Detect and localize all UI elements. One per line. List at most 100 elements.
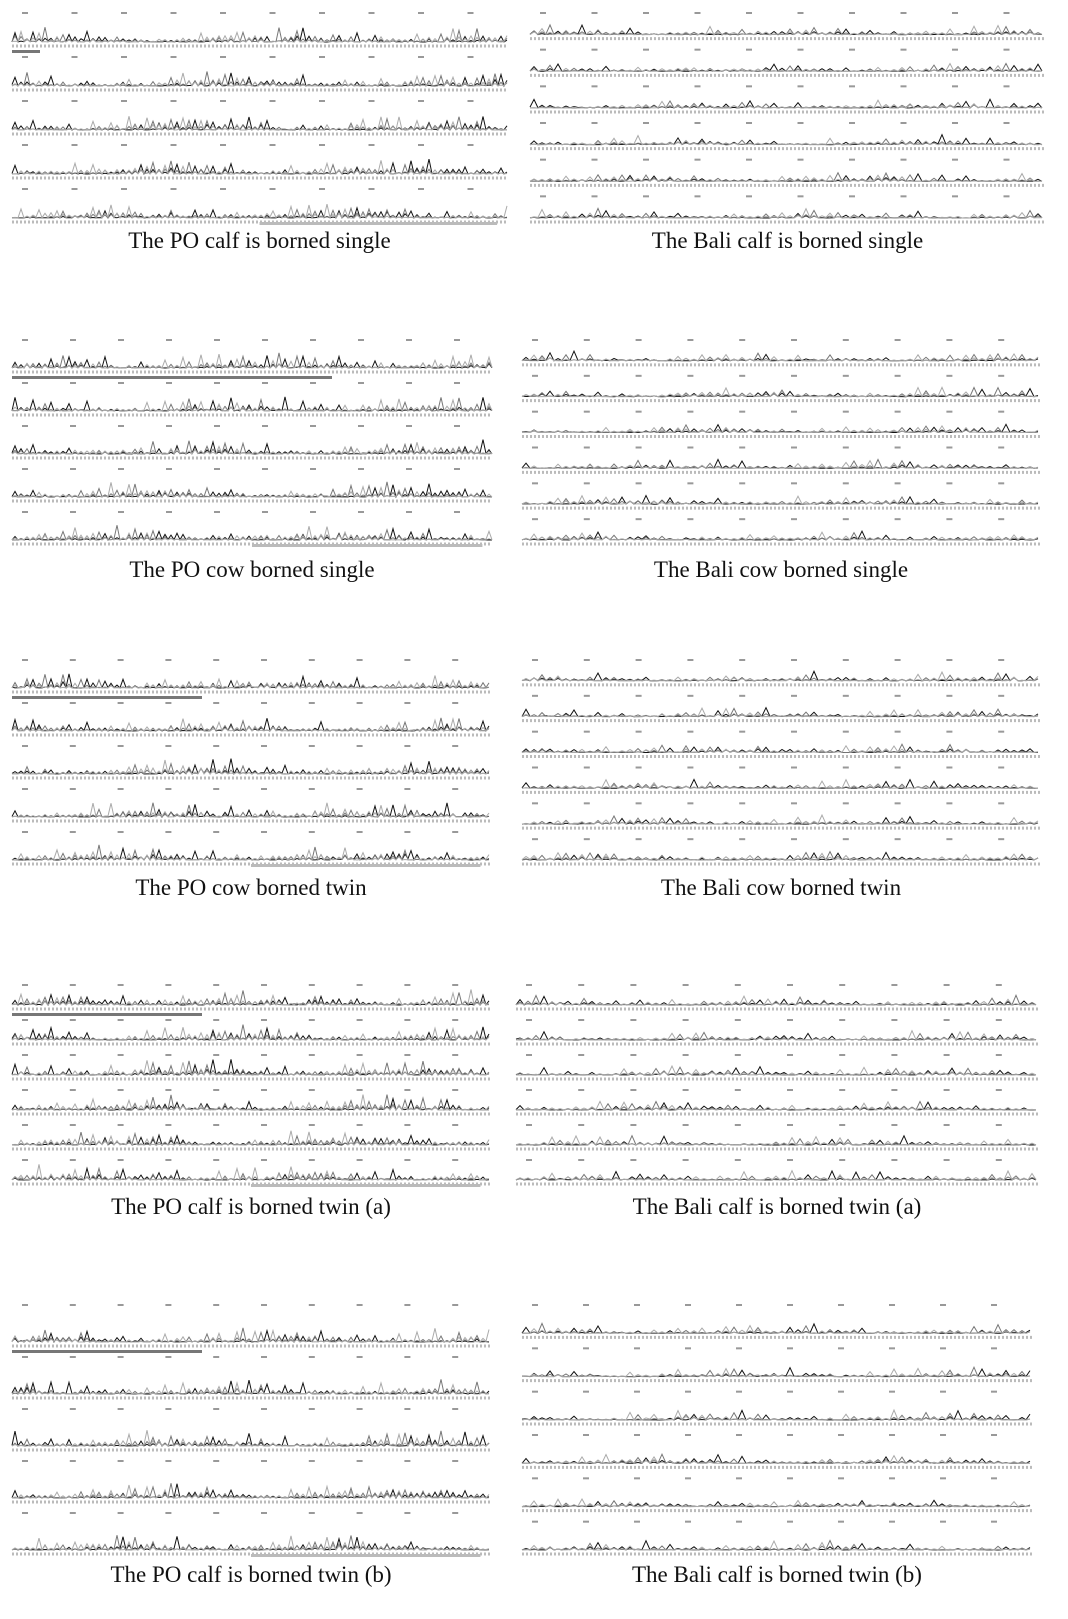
position-tick bbox=[891, 984, 897, 986]
position-tick bbox=[454, 511, 460, 513]
position-tick bbox=[22, 1356, 28, 1358]
caption: The PO calf is borned twin (b) bbox=[110, 1562, 391, 1587]
position-tick bbox=[357, 1089, 363, 1091]
position-tick bbox=[683, 1124, 689, 1126]
caption: The PO calf is borned single bbox=[128, 228, 391, 253]
quality-bar bbox=[12, 1350, 202, 1353]
position-tick bbox=[685, 1521, 691, 1523]
position-tick bbox=[406, 468, 412, 470]
position-tick bbox=[736, 1434, 742, 1436]
position-tick bbox=[636, 731, 642, 733]
position-tick bbox=[358, 425, 364, 427]
position-tick bbox=[22, 659, 28, 661]
position-tick bbox=[952, 195, 958, 197]
position-tick bbox=[791, 767, 797, 769]
position-tick bbox=[309, 745, 315, 747]
position-tick bbox=[165, 1054, 171, 1056]
position-tick bbox=[996, 1054, 1002, 1056]
position-tick bbox=[1004, 49, 1010, 51]
position-tick bbox=[532, 1434, 538, 1436]
position-tick bbox=[787, 1391, 793, 1393]
position-tick bbox=[746, 85, 752, 87]
position-tick bbox=[787, 1019, 793, 1021]
position-tick bbox=[213, 1408, 219, 1410]
position-tick bbox=[532, 838, 538, 840]
position-tick bbox=[22, 1124, 28, 1126]
position-tick bbox=[261, 1460, 267, 1462]
position-tick bbox=[787, 1089, 793, 1091]
position-tick bbox=[889, 1347, 895, 1349]
position-tick bbox=[262, 511, 268, 513]
position-tick bbox=[739, 802, 745, 804]
position-tick bbox=[685, 1434, 691, 1436]
position-tick bbox=[309, 702, 315, 704]
position-tick bbox=[944, 1124, 950, 1126]
position-tick bbox=[404, 702, 410, 704]
trace bbox=[530, 208, 1042, 218]
position-tick bbox=[791, 802, 797, 804]
position-tick bbox=[839, 1019, 845, 1021]
position-tick bbox=[636, 482, 642, 484]
position-tick bbox=[687, 767, 693, 769]
position-tick bbox=[746, 49, 752, 51]
position-tick bbox=[357, 1019, 363, 1021]
position-tick bbox=[358, 511, 364, 513]
position-tick bbox=[309, 1408, 315, 1410]
position-tick bbox=[578, 1159, 584, 1161]
position-tick bbox=[118, 702, 124, 704]
position-tick bbox=[22, 1054, 28, 1056]
position-tick bbox=[636, 767, 642, 769]
position-tick bbox=[165, 745, 171, 747]
position-tick bbox=[735, 984, 741, 986]
position-tick bbox=[118, 659, 124, 661]
position-tick bbox=[70, 1089, 76, 1091]
position-tick bbox=[643, 85, 649, 87]
position-tick bbox=[214, 425, 220, 427]
position-tick bbox=[452, 1019, 458, 1021]
position-tick bbox=[452, 788, 458, 790]
position-tick bbox=[22, 1460, 28, 1462]
position-tick bbox=[309, 1460, 315, 1462]
position-tick bbox=[636, 411, 642, 413]
position-tick bbox=[532, 518, 538, 520]
position-tick bbox=[70, 745, 76, 747]
position-tick bbox=[454, 339, 460, 341]
position-tick bbox=[404, 1124, 410, 1126]
position-tick bbox=[171, 188, 177, 190]
position-tick bbox=[309, 1512, 315, 1514]
position-tick bbox=[404, 1460, 410, 1462]
position-tick bbox=[171, 100, 177, 102]
position-tick bbox=[991, 1347, 997, 1349]
position-tick bbox=[452, 1408, 458, 1410]
position-tick bbox=[735, 1019, 741, 1021]
position-tick bbox=[22, 1512, 28, 1514]
position-tick bbox=[166, 511, 172, 513]
position-tick bbox=[787, 1304, 793, 1306]
position-tick bbox=[118, 1304, 124, 1306]
position-tick bbox=[404, 788, 410, 790]
position-tick bbox=[843, 767, 849, 769]
position-tick bbox=[532, 1347, 538, 1349]
position-tick bbox=[634, 1347, 640, 1349]
chromatogram bbox=[12, 984, 490, 1187]
caption: The Bali calf is borned twin (a) bbox=[633, 1194, 922, 1219]
position-tick bbox=[940, 1477, 946, 1479]
position-tick bbox=[849, 49, 855, 51]
position-tick bbox=[220, 188, 226, 190]
position-tick bbox=[584, 411, 590, 413]
position-tick bbox=[739, 375, 745, 377]
position-tick bbox=[118, 984, 124, 986]
quality-bar bbox=[260, 222, 498, 225]
position-tick bbox=[165, 1159, 171, 1161]
position-tick bbox=[746, 159, 752, 161]
position-tick bbox=[468, 12, 474, 14]
position-tick bbox=[578, 1089, 584, 1091]
caption: The PO calf is borned twin (a) bbox=[111, 1194, 391, 1219]
position-tick bbox=[213, 1512, 219, 1514]
quality-bar bbox=[251, 864, 480, 867]
position-tick bbox=[991, 1304, 997, 1306]
position-tick bbox=[261, 659, 267, 661]
position-tick bbox=[735, 1089, 741, 1091]
position-tick bbox=[895, 802, 901, 804]
position-tick bbox=[791, 838, 797, 840]
